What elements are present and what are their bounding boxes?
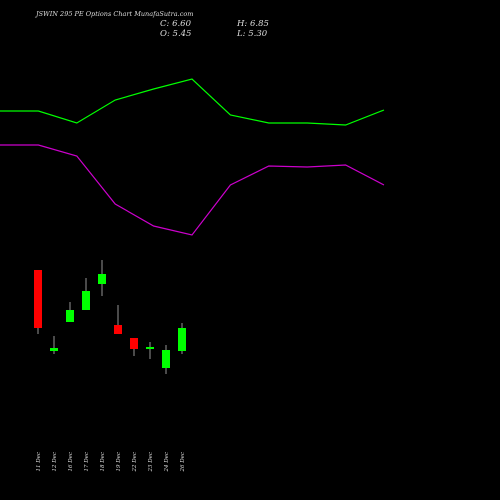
overlay-line bbox=[0, 78, 385, 126]
overlay-line bbox=[0, 144, 385, 236]
candle-body bbox=[50, 348, 58, 351]
ohlc-summary: C: 6.60 bbox=[160, 19, 192, 29]
candle-body bbox=[98, 274, 106, 284]
x-tick-label: 16 Dec bbox=[68, 452, 74, 472]
x-tick-label: 26 Dec bbox=[180, 452, 186, 473]
x-tick-label: 11 Dec bbox=[36, 452, 42, 472]
ohlc-summary: O: 5.45 bbox=[160, 29, 191, 39]
chart-title: JSWIN 295 PE Options Chart MunafaSutra.c… bbox=[34, 10, 193, 18]
x-tick-label: 24 Dec bbox=[164, 452, 170, 473]
candle-body bbox=[162, 350, 170, 368]
x-tick-label: 19 Dec bbox=[116, 452, 122, 472]
x-tick-label: 22 Dec bbox=[132, 452, 138, 473]
ohlc-summary: H: 6.85 bbox=[236, 19, 269, 29]
candle-body bbox=[178, 328, 186, 351]
candle-body bbox=[82, 291, 90, 310]
candle-body bbox=[130, 338, 138, 349]
candle-body bbox=[114, 325, 122, 334]
candle-body bbox=[34, 270, 42, 328]
x-tick-label: 18 Dec bbox=[100, 452, 106, 472]
x-tick-label: 12 Dec bbox=[52, 452, 58, 472]
candle-body bbox=[146, 347, 154, 349]
candle-body bbox=[66, 310, 74, 322]
x-tick-label: 23 Dec bbox=[148, 452, 154, 473]
ohlc-summary: L: 5.30 bbox=[236, 29, 268, 39]
x-tick-label: 17 Dec bbox=[84, 452, 90, 472]
